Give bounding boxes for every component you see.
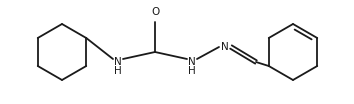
Text: H: H: [188, 66, 196, 76]
Text: N: N: [221, 42, 229, 52]
Text: H: H: [114, 66, 122, 76]
Text: N: N: [114, 57, 122, 67]
Text: O: O: [151, 7, 159, 17]
Text: N: N: [188, 57, 196, 67]
